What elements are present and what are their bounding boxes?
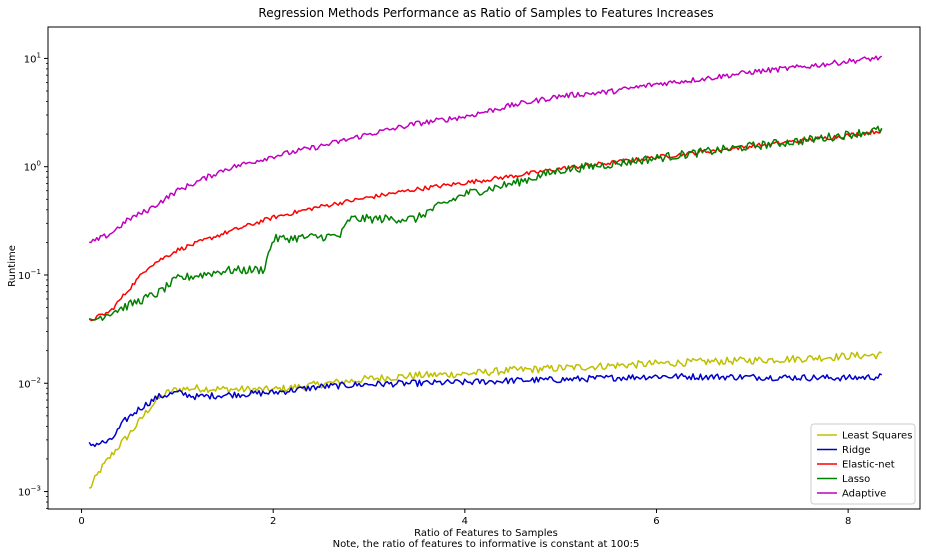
series-line-adaptive	[89, 55, 883, 244]
legend: Least Squares Ridge Elastic-net Lasso Adapti…	[810, 423, 916, 505]
y-tick-label: 10−3	[18, 485, 41, 499]
y-tick-label: 100	[24, 160, 41, 174]
y-axis-label: Runtime	[7, 245, 18, 287]
chart-title: Regression Methods Performance as Ratio …	[258, 6, 713, 20]
legend-label: Adaptive	[842, 489, 886, 500]
y-tick-label: 101	[24, 51, 41, 65]
plot-frame	[47, 26, 921, 510]
x-tick-label: 4	[462, 516, 468, 527]
axes: 0 2 4 6 8 10−3 10−2 10−1 100 101	[18, 26, 921, 527]
series-line-least-squares	[88, 351, 883, 489]
y-tick-label: 10−2	[18, 376, 41, 390]
x-tick-label: 6	[653, 516, 659, 527]
legend-label: Least Squares	[842, 431, 912, 442]
series-line-elastic-net	[88, 128, 883, 322]
y-tick-label: 10−1	[18, 268, 41, 282]
x-tick-label: 0	[78, 516, 84, 527]
x-tick-label: 8	[845, 516, 851, 527]
legend-box	[810, 423, 916, 505]
legend-label: Ridge	[842, 445, 871, 456]
legend-label: Elastic-net	[842, 460, 895, 471]
x-tick-label: 2	[270, 516, 276, 527]
series-line-ridge	[88, 372, 883, 448]
legend-label: Lasso	[842, 474, 870, 485]
x-axis-label: Ratio of Features to Samples	[414, 528, 558, 539]
series-line-lasso	[88, 125, 883, 321]
x-axis-note: Note, the ratio of features to informati…	[333, 539, 640, 550]
plot-area	[88, 55, 883, 489]
